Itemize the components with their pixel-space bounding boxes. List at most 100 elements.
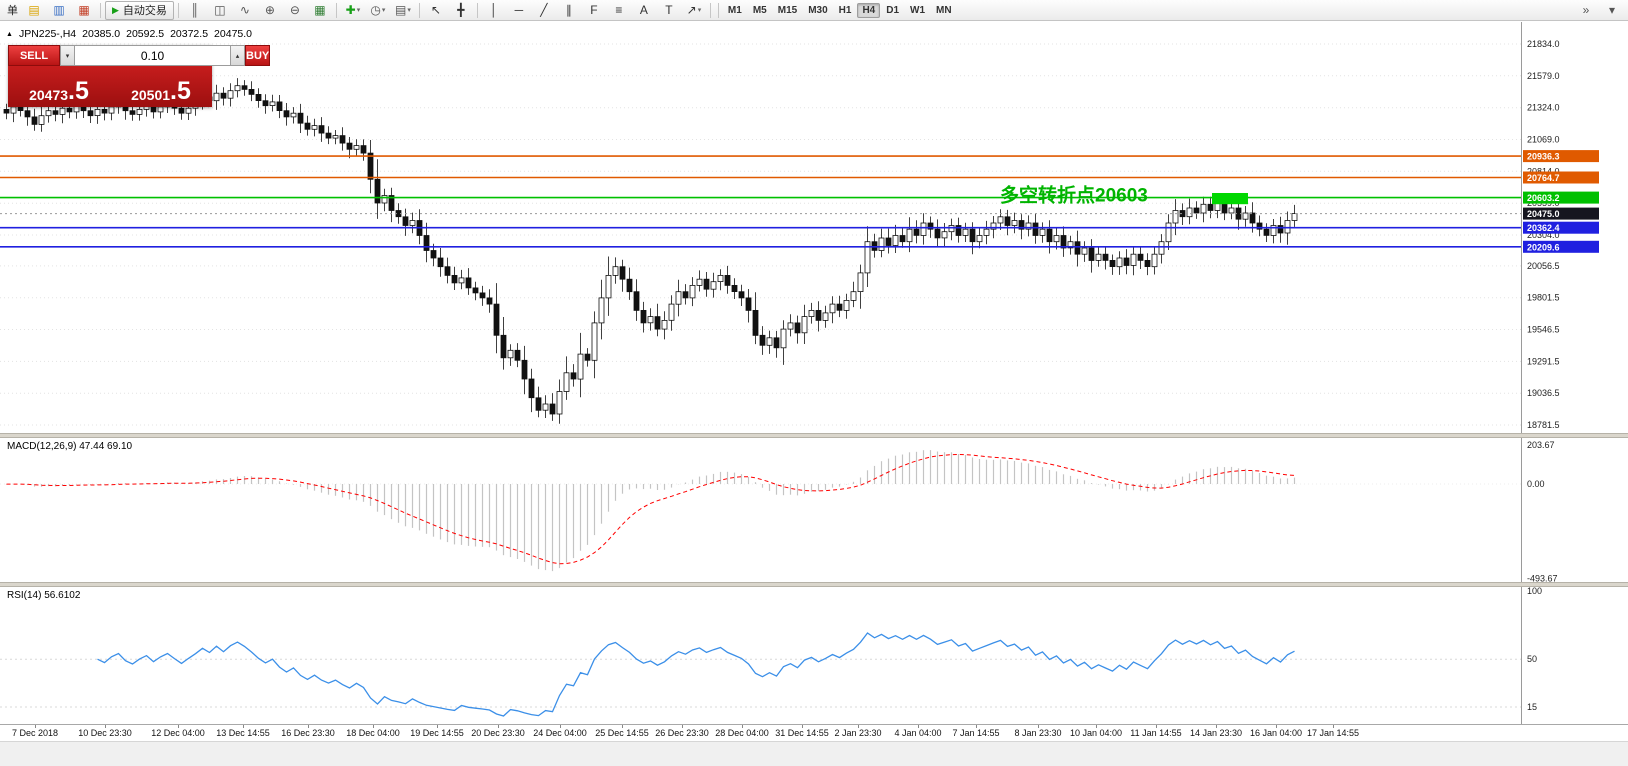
macd-chart[interactable]: 203.67 0.00 -493.67 <box>0 438 1628 584</box>
candle-body <box>381 195 388 204</box>
menu-single[interactable]: 单 <box>7 5 18 17</box>
time-tick <box>308 725 309 728</box>
time-label: 17 Jan 14:55 <box>1306 728 1360 738</box>
candle-body <box>1046 228 1053 243</box>
timeframe-m15-button[interactable]: M15 <box>777 4 798 16</box>
templates-icon[interactable]: ▤ ▾ <box>394 3 411 17</box>
candle-body <box>1242 212 1249 220</box>
time-tick <box>1276 725 1277 728</box>
candle-body <box>1249 212 1256 224</box>
candlestick-chart-icon[interactable]: ◫ <box>214 3 226 17</box>
volume-increase-button[interactable]: ▴ <box>230 45 245 66</box>
time-tick <box>1333 725 1334 728</box>
toolbar-menu-icon[interactable]: ▾ <box>1608 3 1616 17</box>
vertical-line-icon[interactable]: │ <box>490 3 498 17</box>
fibonacci-icon[interactable]: F <box>590 3 598 17</box>
candle-body <box>52 110 59 115</box>
candle-body <box>332 135 339 139</box>
candle-body <box>1116 257 1123 268</box>
candle-body <box>45 110 52 117</box>
macd-axis-label: -493.67 <box>1527 574 1558 583</box>
candle-body <box>577 353 584 380</box>
volume-decrease-button[interactable]: ▾ <box>60 45 75 66</box>
marketwatch-icon[interactable]: ▥ <box>53 3 65 17</box>
timeframe-m5-button[interactable]: M5 <box>752 4 767 16</box>
price-chart[interactable]: 多空转折点20603 21834.0 21579.0 21324.0 21069.0 20… <box>0 22 1628 433</box>
sell-price[interactable]: 20473 .5 <box>29 77 89 105</box>
line-chart-icon[interactable]: ∿ <box>239 3 250 17</box>
timeframe-d1-button[interactable]: D1 <box>886 4 900 16</box>
cursor-icon[interactable]: ↖ <box>430 3 441 17</box>
navigator-icon[interactable]: ▦ <box>78 3 90 17</box>
candle-body <box>1053 235 1060 243</box>
time-label: 20 Dec 23:30 <box>471 728 525 738</box>
candle-body <box>549 403 556 415</box>
buy-price[interactable]: 20501 .5 <box>131 77 191 105</box>
candle-body <box>465 277 472 289</box>
channel-icon[interactable]: ∥ <box>565 3 572 17</box>
shapes-icon[interactable]: ≡ <box>615 3 623 17</box>
time-label: 25 Dec 14:55 <box>595 728 649 738</box>
timeframe-h4-button[interactable]: H4 <box>857 2 881 18</box>
tile-windows-icon[interactable]: ▦ <box>314 3 326 17</box>
arrows-icon[interactable]: ↗ ▾ <box>686 3 702 17</box>
bar-chart-icon[interactable]: ║ <box>190 3 200 17</box>
candle-body <box>101 109 108 114</box>
price-badge <box>1523 221 1599 234</box>
candle-body <box>241 85 248 90</box>
candle-body <box>1186 207 1193 218</box>
timeframe-w1-button[interactable]: W1 <box>910 4 926 16</box>
candle-body <box>24 110 31 118</box>
candle-body <box>969 228 976 243</box>
candle-body <box>500 334 507 359</box>
macd-panel: MACD(12,26,9) 47.44 69.10 203.67 0.00 -493… <box>0 438 1628 584</box>
time-label: 24 Dec 04:00 <box>533 728 587 738</box>
time-tick <box>498 725 499 728</box>
time-label: 10 Dec 23:30 <box>78 728 132 738</box>
label-icon[interactable]: T <box>665 3 673 17</box>
candle-body <box>10 106 17 114</box>
ohlc-open: 20385.0 <box>82 28 121 40</box>
timeframe-h1-button[interactable]: H1 <box>838 4 852 16</box>
candle-body <box>1144 259 1151 267</box>
zoom-out-icon[interactable]: ⊖ <box>289 3 300 17</box>
panel-splitter[interactable] <box>0 582 1628 587</box>
buy-button[interactable]: BUY <box>245 45 271 66</box>
candle-body <box>136 109 143 115</box>
candle-body <box>941 231 948 239</box>
timeframe-m30-button[interactable]: M30 <box>808 4 828 16</box>
rsi-axis-label: 100 <box>1527 587 1542 596</box>
rsi-chart[interactable]: 100 50 15 <box>0 586 1628 724</box>
time-axis[interactable]: 7 Dec 2018 10 Dec 23:30 12 Dec 04:00 13 … <box>0 724 1628 741</box>
indicators-icon[interactable]: ✚ ▾ <box>345 3 361 17</box>
price-axis-label: 20304.0 <box>1527 230 1560 240</box>
zoom-in-icon[interactable]: ⊕ <box>264 3 275 17</box>
candle-body <box>675 291 682 305</box>
macd-axis-label: 203.67 <box>1527 440 1555 450</box>
crosshair-icon[interactable]: ╋ <box>457 3 465 17</box>
horizontal-line-icon[interactable]: ─ <box>514 3 524 17</box>
candle-body <box>129 110 136 115</box>
volume-input[interactable] <box>75 45 230 66</box>
candle-body <box>822 312 829 321</box>
timeframe-m1-button[interactable]: M1 <box>727 4 742 16</box>
sell-button[interactable]: SELL <box>8 45 60 66</box>
autotrade-button[interactable]: ▶ 自动交易 <box>105 0 174 20</box>
candle-body <box>1123 257 1130 266</box>
candle-body <box>1193 207 1200 214</box>
periods-icon[interactable]: ◷ ▾ <box>370 3 386 17</box>
toolbar-overflow-icon[interactable]: » <box>1582 3 1590 17</box>
new-order-icon[interactable]: ▤ <box>28 3 40 17</box>
toolbar-separator <box>100 2 101 18</box>
panel-splitter[interactable] <box>0 433 1628 438</box>
trendline-icon[interactable]: ╱ <box>540 3 548 17</box>
candle-body <box>507 349 514 359</box>
timeframe-mn-button[interactable]: MN <box>936 4 952 16</box>
time-label: 2 Jan 23:30 <box>834 728 882 738</box>
text-icon[interactable]: A <box>639 3 648 17</box>
time-label: 13 Dec 14:55 <box>216 728 270 738</box>
candle-body <box>234 85 241 92</box>
candle-body <box>1263 228 1270 236</box>
price-badge-label: 20764.7 <box>1527 173 1560 183</box>
candle-body <box>724 274 731 286</box>
